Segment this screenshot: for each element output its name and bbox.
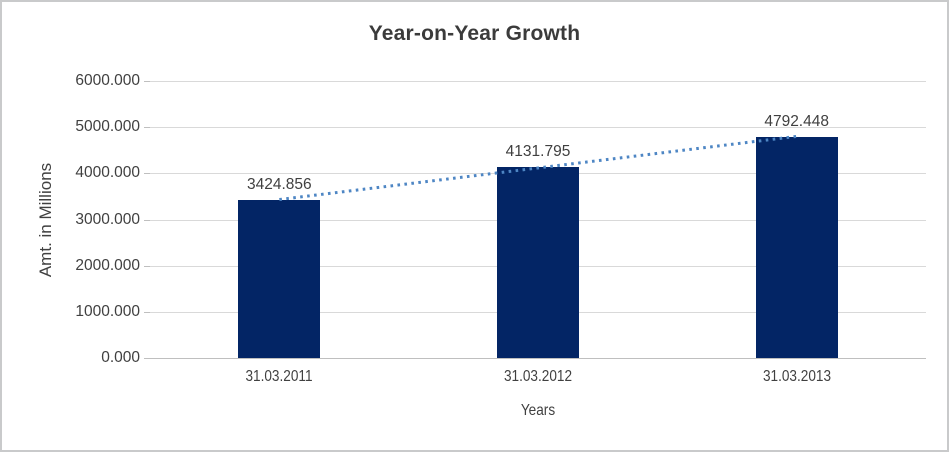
y-axis-tick: [144, 173, 150, 174]
y-axis-tick: [144, 312, 150, 313]
gridline: [150, 81, 926, 82]
bar-data-label: 3424.856: [247, 175, 312, 193]
y-tick-label: 0.000: [101, 349, 140, 366]
bar: [238, 199, 321, 358]
y-axis-tick: [144, 220, 150, 221]
bar: [497, 167, 579, 358]
y-tick-label: 4000.000: [75, 164, 140, 181]
y-axis-tick: [144, 266, 150, 267]
bar: [755, 136, 838, 358]
y-tick-label: 3000.000: [75, 211, 140, 228]
x-axis-title: Years: [520, 402, 556, 419]
y-axis-tick: [144, 81, 150, 82]
x-tick-label: 31.03.2012: [503, 368, 573, 385]
y-axis-tick: [144, 127, 150, 128]
y-tick-label: 5000.000: [75, 118, 140, 135]
x-tick-label: 31.03.2013: [762, 368, 831, 385]
bar-data-label: 4792.448: [764, 112, 829, 130]
chart-title: Year-on-Year Growth: [368, 22, 581, 45]
y-tick-label: 6000.000: [75, 72, 140, 89]
x-tick-label: 31.03.2011: [245, 368, 313, 385]
y-tick-label: 2000.000: [75, 257, 140, 274]
gridline: [150, 127, 926, 128]
x-axis-line: [150, 358, 926, 359]
bar-data-label: 4131.795: [505, 143, 571, 161]
y-tick-label: 1000.000: [75, 303, 140, 320]
y-axis-tick: [144, 358, 150, 359]
